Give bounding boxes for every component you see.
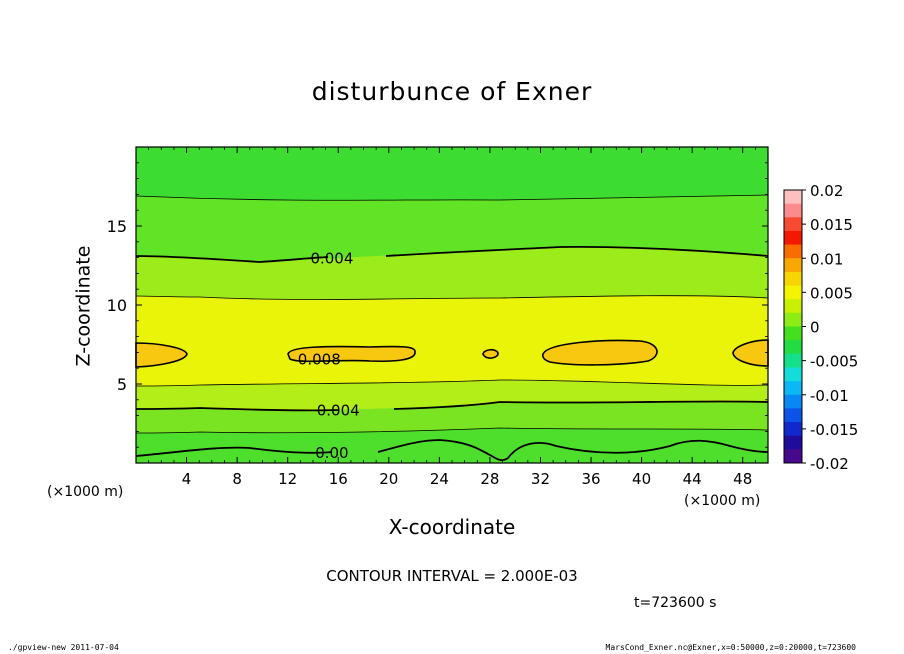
cell-0008-right xyxy=(732,339,769,367)
contour-line-lower-thin-1 xyxy=(135,379,769,387)
x-tick-label: 12 xyxy=(278,470,297,488)
colorbar-segment xyxy=(784,353,802,368)
colorbar-segment xyxy=(784,230,802,246)
x-tick-label: 36 xyxy=(581,470,600,488)
band-top-3 xyxy=(136,246,768,300)
contour-label: 0.004 xyxy=(317,401,360,419)
colorbar-segment xyxy=(784,271,802,287)
x-tick-label: 4 xyxy=(182,470,192,488)
colorbar-tick-label: 0.02 xyxy=(810,182,843,200)
colorbar-segment xyxy=(784,326,802,341)
cell-0008-left xyxy=(135,342,188,368)
band-low-1 xyxy=(136,380,768,410)
cell-0008-c xyxy=(541,339,658,366)
colorbar-segment xyxy=(784,190,802,205)
colorbar-segment xyxy=(784,312,802,327)
colorbar-tick-label: -0.02 xyxy=(810,455,849,473)
y-tick-label: 15 xyxy=(107,217,127,236)
contour-interval: CONTOUR INTERVAL = 2.000E-03 xyxy=(326,567,578,585)
colorbar-segment xyxy=(784,299,802,314)
colorbar: 0.02 0.015 0.01 0.005 0 -0.005 -0.01 -0.015 -0.0… xyxy=(783,182,858,473)
colorbar-tick-label: 0 xyxy=(810,319,820,337)
colorbar-tick-label: 0.005 xyxy=(810,284,853,302)
band-top-2 xyxy=(136,195,768,262)
band-mid-yellow xyxy=(136,295,768,386)
colorbar-segment xyxy=(784,244,802,259)
x-tick-label: 16 xyxy=(329,470,348,488)
x-tick-label: 20 xyxy=(379,470,398,488)
contour-line-upper-thin xyxy=(135,295,769,300)
x-tick-label: 24 xyxy=(430,470,449,488)
contour-label: 0.008 xyxy=(298,351,341,369)
y-axis-label: Z-coordinate xyxy=(72,245,95,367)
x-axis-label: X-coordinate xyxy=(388,515,516,539)
footer-left: ./gpview-new 2011-07-04 xyxy=(8,643,119,652)
contour-line-0004-lower xyxy=(135,400,769,412)
colorbar-segment xyxy=(784,203,802,218)
x-tick-label: 48 xyxy=(733,470,752,488)
colorbar-tick-label: -0.005 xyxy=(810,353,858,371)
colorbar-tick-label: -0.015 xyxy=(810,421,858,439)
contour-line-lower-thin-2 xyxy=(135,427,769,434)
colorbar-tick-label: 0.01 xyxy=(810,250,843,268)
x-unit-label-right: (×1000 m) xyxy=(684,493,761,509)
colorbar-segment xyxy=(784,449,802,464)
x-unit-label-left: (×1000 m) xyxy=(47,484,124,500)
y-tick-label: 5 xyxy=(117,375,127,394)
contour-line-000 xyxy=(135,439,769,462)
chart-title: disturbunce of Exner xyxy=(311,77,593,106)
footer-right: MarsCond_Exner.nc@Exner,x=0:50000,z=0:20… xyxy=(605,643,856,652)
colorbar-segment xyxy=(784,435,802,450)
colorbar-segment xyxy=(784,367,802,382)
x-tick-label: 32 xyxy=(531,470,550,488)
colorbar-segment xyxy=(784,258,802,273)
x-tick-label: 28 xyxy=(480,470,499,488)
x-tick-label: 40 xyxy=(632,470,651,488)
band-low-2 xyxy=(136,401,768,433)
x-tick-label: 44 xyxy=(683,470,702,488)
cell-0008-b xyxy=(482,348,499,359)
colorbar-segment xyxy=(784,408,802,423)
colorbar-segment xyxy=(784,285,802,300)
contour-line-0004-upper xyxy=(135,245,769,263)
time-label: t=723600 s xyxy=(634,595,717,611)
contour-line-top xyxy=(135,194,769,201)
cell-0008-a xyxy=(287,345,416,363)
colorbar-segment xyxy=(784,340,802,355)
colorbar-segment xyxy=(784,422,802,437)
colorbar-segment xyxy=(784,394,802,409)
band-top-1 xyxy=(136,147,768,201)
band-low-3 xyxy=(136,428,768,463)
colorbar-segment xyxy=(784,217,802,232)
y-tick-label: 10 xyxy=(107,296,127,315)
x-tick-label: 8 xyxy=(232,470,242,488)
contour-label: 0.00 xyxy=(315,444,348,462)
contour-label: 0.004 xyxy=(310,250,353,268)
colorbar-tick-label: -0.01 xyxy=(810,387,849,405)
colorbar-segment xyxy=(784,381,802,396)
colorbar-tick-label: 0.015 xyxy=(810,216,853,234)
